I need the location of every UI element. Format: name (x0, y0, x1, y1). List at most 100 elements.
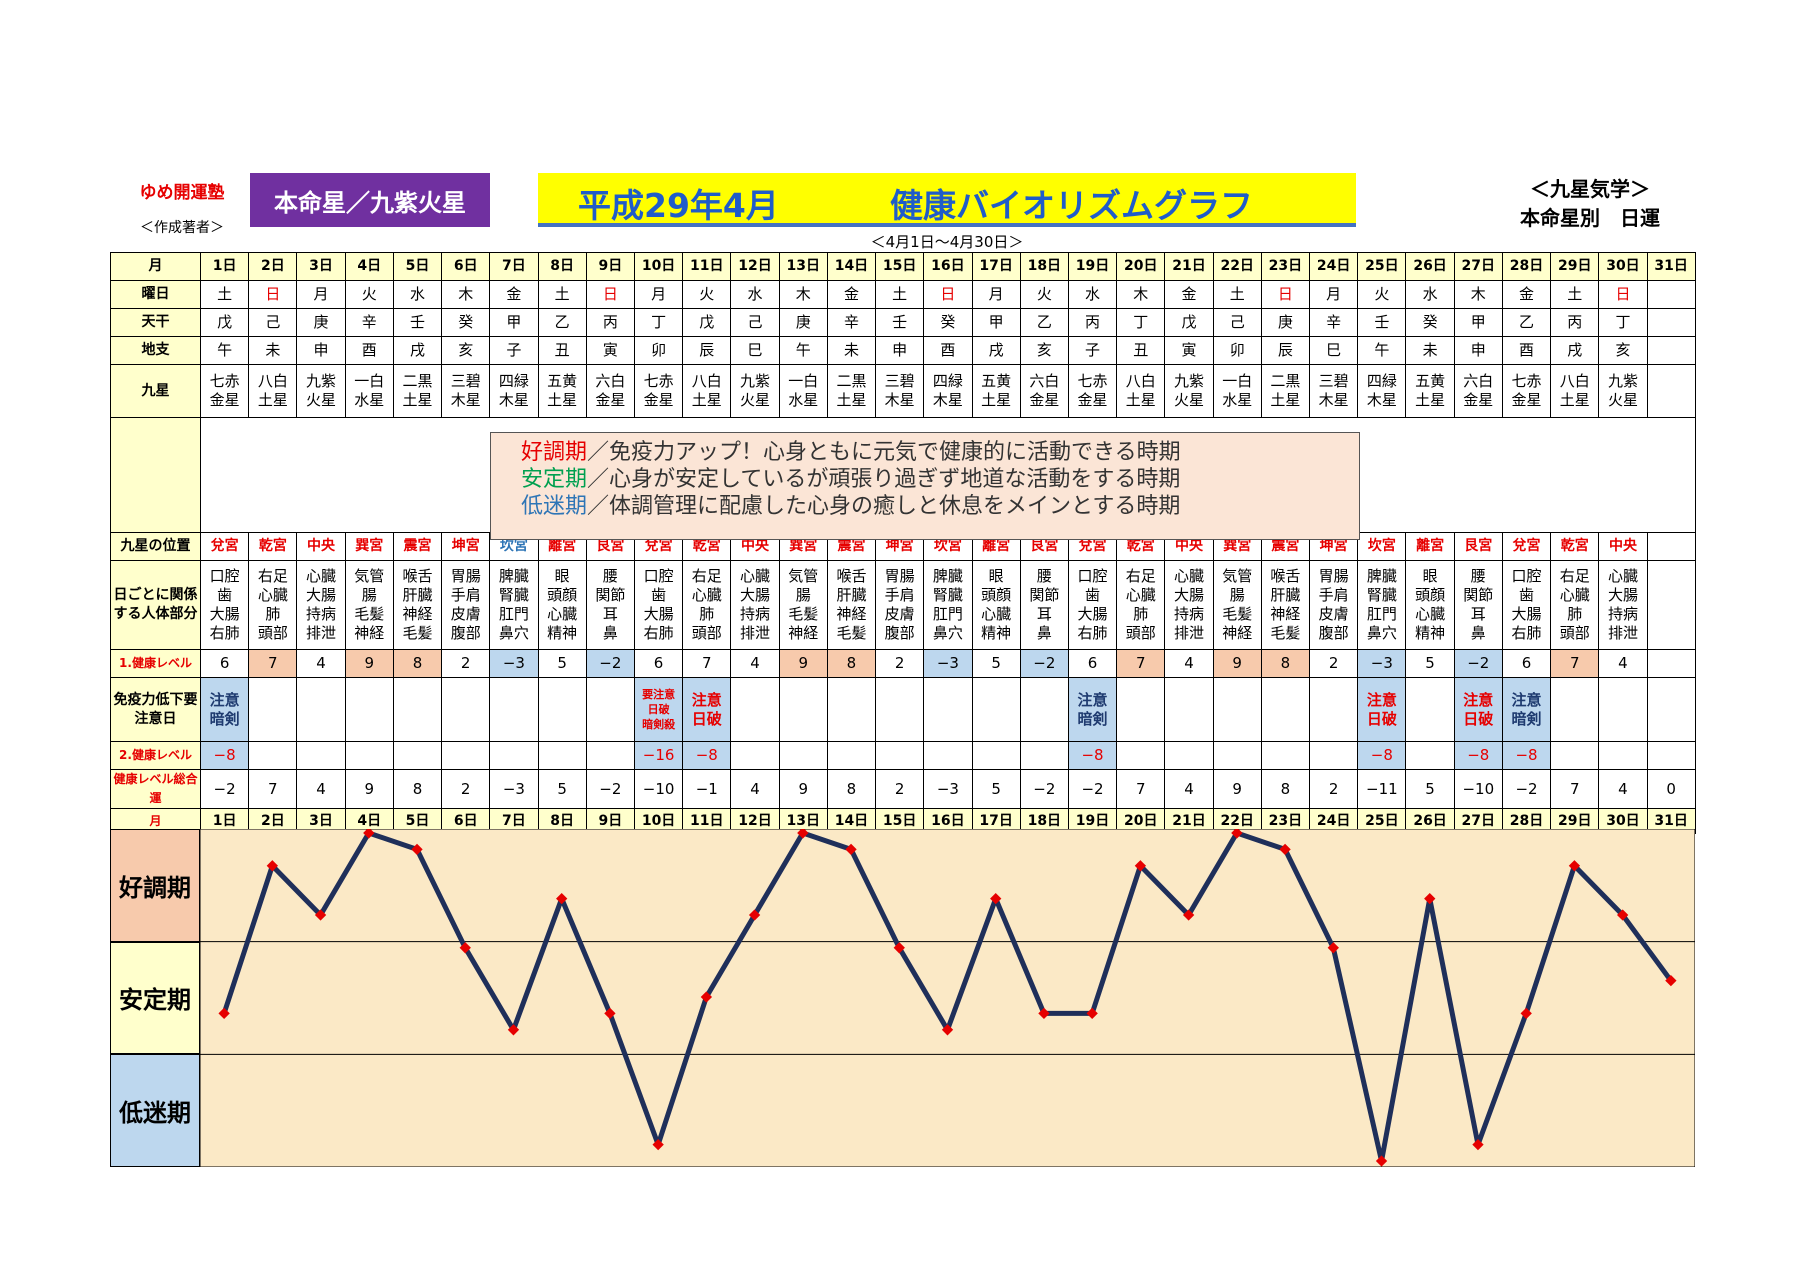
total-cell: 2 (875, 769, 925, 809)
day-header-cell: 28日 (1501, 252, 1552, 281)
immune-cell (1212, 677, 1262, 742)
level1-cell: 6 (1501, 649, 1552, 678)
total-cell: 8 (826, 769, 877, 809)
total-cell: 2 (1309, 769, 1359, 809)
weekday-cell: 木 (1453, 280, 1503, 309)
total-cell: −11 (1357, 769, 1407, 809)
branch-cell: 辰 (682, 336, 732, 365)
total-cell: 4 (296, 769, 346, 809)
data-point (1327, 942, 1339, 954)
level1-row: 1.健康レベル 6 7 4 9 8 2 −3 5 −2 6 7 4 9 8 2 −3 5 −2 6 7 4 9 8 2 −3 5 −2… (110, 649, 1696, 678)
body-part-cell: 口腔 歯 大腸 右肺 (1067, 560, 1118, 650)
data-point (1038, 1007, 1050, 1020)
level2-cell: −8 (199, 741, 250, 770)
star-cell: 五黄 土星 (971, 364, 1021, 418)
palace-cell: 中央 (1598, 532, 1648, 561)
band-label-good: 好調期 (110, 829, 200, 942)
total-label: 健康レベル総合運 (110, 769, 201, 809)
weekday-cell: 月 (1309, 280, 1359, 309)
level1-cell: −3 (1357, 649, 1407, 678)
weekday-cell: 木 (1116, 280, 1166, 309)
weekday-cell: 日 (1260, 280, 1311, 309)
total-cell: 5 (537, 769, 587, 809)
day-header-cell: 7日 (489, 252, 539, 281)
weekday-cell: 火 (682, 280, 732, 309)
day-header-cell: 10日 (633, 252, 684, 281)
body-part-cell: 口腔 歯 大腸 右肺 (199, 560, 250, 650)
total-cell: 9 (778, 769, 828, 809)
stem-cell: 己 (248, 308, 298, 337)
level2-cell (1164, 741, 1214, 770)
weekday-cell (1646, 280, 1696, 309)
body-part-cell: 腰 関節 耳 鼻 (1453, 560, 1503, 650)
star-cell: 九紫 火星 (1164, 364, 1214, 418)
total-cell: 9 (1212, 769, 1262, 809)
day-header-cell: 22日 (1212, 252, 1262, 281)
stem-cell: 戊 (1164, 308, 1214, 337)
level1-label: 1.健康レベル (110, 649, 201, 678)
day-header-cell: 23日 (1260, 252, 1311, 281)
immune-cell (537, 677, 587, 742)
star-cell: 八白 土星 (1116, 364, 1166, 418)
total-cell: 2 (441, 769, 491, 809)
star-cell: 九紫 火星 (730, 364, 780, 418)
branch-cell: 午 (1357, 336, 1407, 365)
total-cell: 7 (1116, 769, 1166, 809)
branch-cell: 未 (826, 336, 877, 365)
level2-cell (585, 741, 635, 770)
star-cell: 五黄 土星 (537, 364, 587, 418)
branch-cell: 酉 (344, 336, 394, 365)
legend-good-text: ／免疫力アップ！心身ともに元気で健康的に活動できる時期 (587, 440, 1181, 465)
weekday-cell: 水 (730, 280, 780, 309)
level1-cell: 6 (1067, 649, 1118, 678)
stem-cell: 辛 (1309, 308, 1359, 337)
star-cell: 八白 土星 (248, 364, 298, 418)
immune-cell (296, 677, 346, 742)
body-part-label: 日ごとに関係する人体部分 (110, 560, 201, 650)
day-header-cell: 8日 (537, 252, 587, 281)
body-part-cell: 喉舌 肝臓 神経 毛髪 (1260, 560, 1311, 650)
legend-low: 低迷期／体調管理に配慮した心身の癒しと休息をメインとする時期 (521, 493, 1359, 520)
level1-cell: 7 (248, 649, 298, 678)
stem-cell: 丁 (1116, 308, 1166, 337)
immune-cell: 注意 日破 (1357, 677, 1407, 742)
level2-cell (1646, 741, 1696, 770)
level2-cell (296, 741, 346, 770)
total-cell: 0 (1646, 769, 1696, 809)
branch-cell (1646, 336, 1696, 365)
level1-cell: −3 (489, 649, 539, 678)
stem-cell: 壬 (1357, 308, 1407, 337)
star-cell: 六白 金星 (585, 364, 635, 418)
level2-cell (1019, 741, 1069, 770)
level1-cell: 2 (441, 649, 491, 678)
data-point (1617, 909, 1629, 921)
chart-plot (200, 829, 1695, 1167)
day-header-cell: 20日 (1116, 252, 1166, 281)
body-part-cell: 心臓 大腸 持病 排泄 (730, 560, 780, 650)
level1-cell: 8 (826, 649, 877, 678)
stem-cell: 庚 (1260, 308, 1311, 337)
branch-cell: 未 (1405, 336, 1455, 365)
branch-cell: 卯 (633, 336, 684, 365)
day-header-cell: 26日 (1405, 252, 1455, 281)
branch-cell: 丑 (537, 336, 587, 365)
data-point (700, 991, 713, 1003)
palace-cell: 兌宮 (1501, 532, 1552, 561)
weekday-cell: 火 (1019, 280, 1069, 309)
level2-cell (923, 741, 973, 770)
stem-cell: 辛 (826, 308, 877, 337)
data-point (1231, 829, 1243, 839)
star-cell: 二黒 土星 (392, 364, 443, 418)
star-cell: 四緑 木星 (489, 364, 539, 418)
legend-good-key: 好調期 (521, 440, 588, 465)
weekday-cell: 土 (537, 280, 587, 309)
title-period: 平成29年4月 (578, 186, 779, 225)
title-bar: 平成29年4月 健康バイオリズムグラフ (538, 173, 1356, 227)
total-cell: −2 (1501, 769, 1552, 809)
branch-cell: 亥 (1598, 336, 1648, 365)
day-header-cell: 9日 (585, 252, 635, 281)
weekday-cell: 月 (971, 280, 1021, 309)
day-header-cell: 12日 (730, 252, 780, 281)
band-label-low: 低迷期 (110, 1054, 200, 1167)
level2-cell (537, 741, 587, 770)
